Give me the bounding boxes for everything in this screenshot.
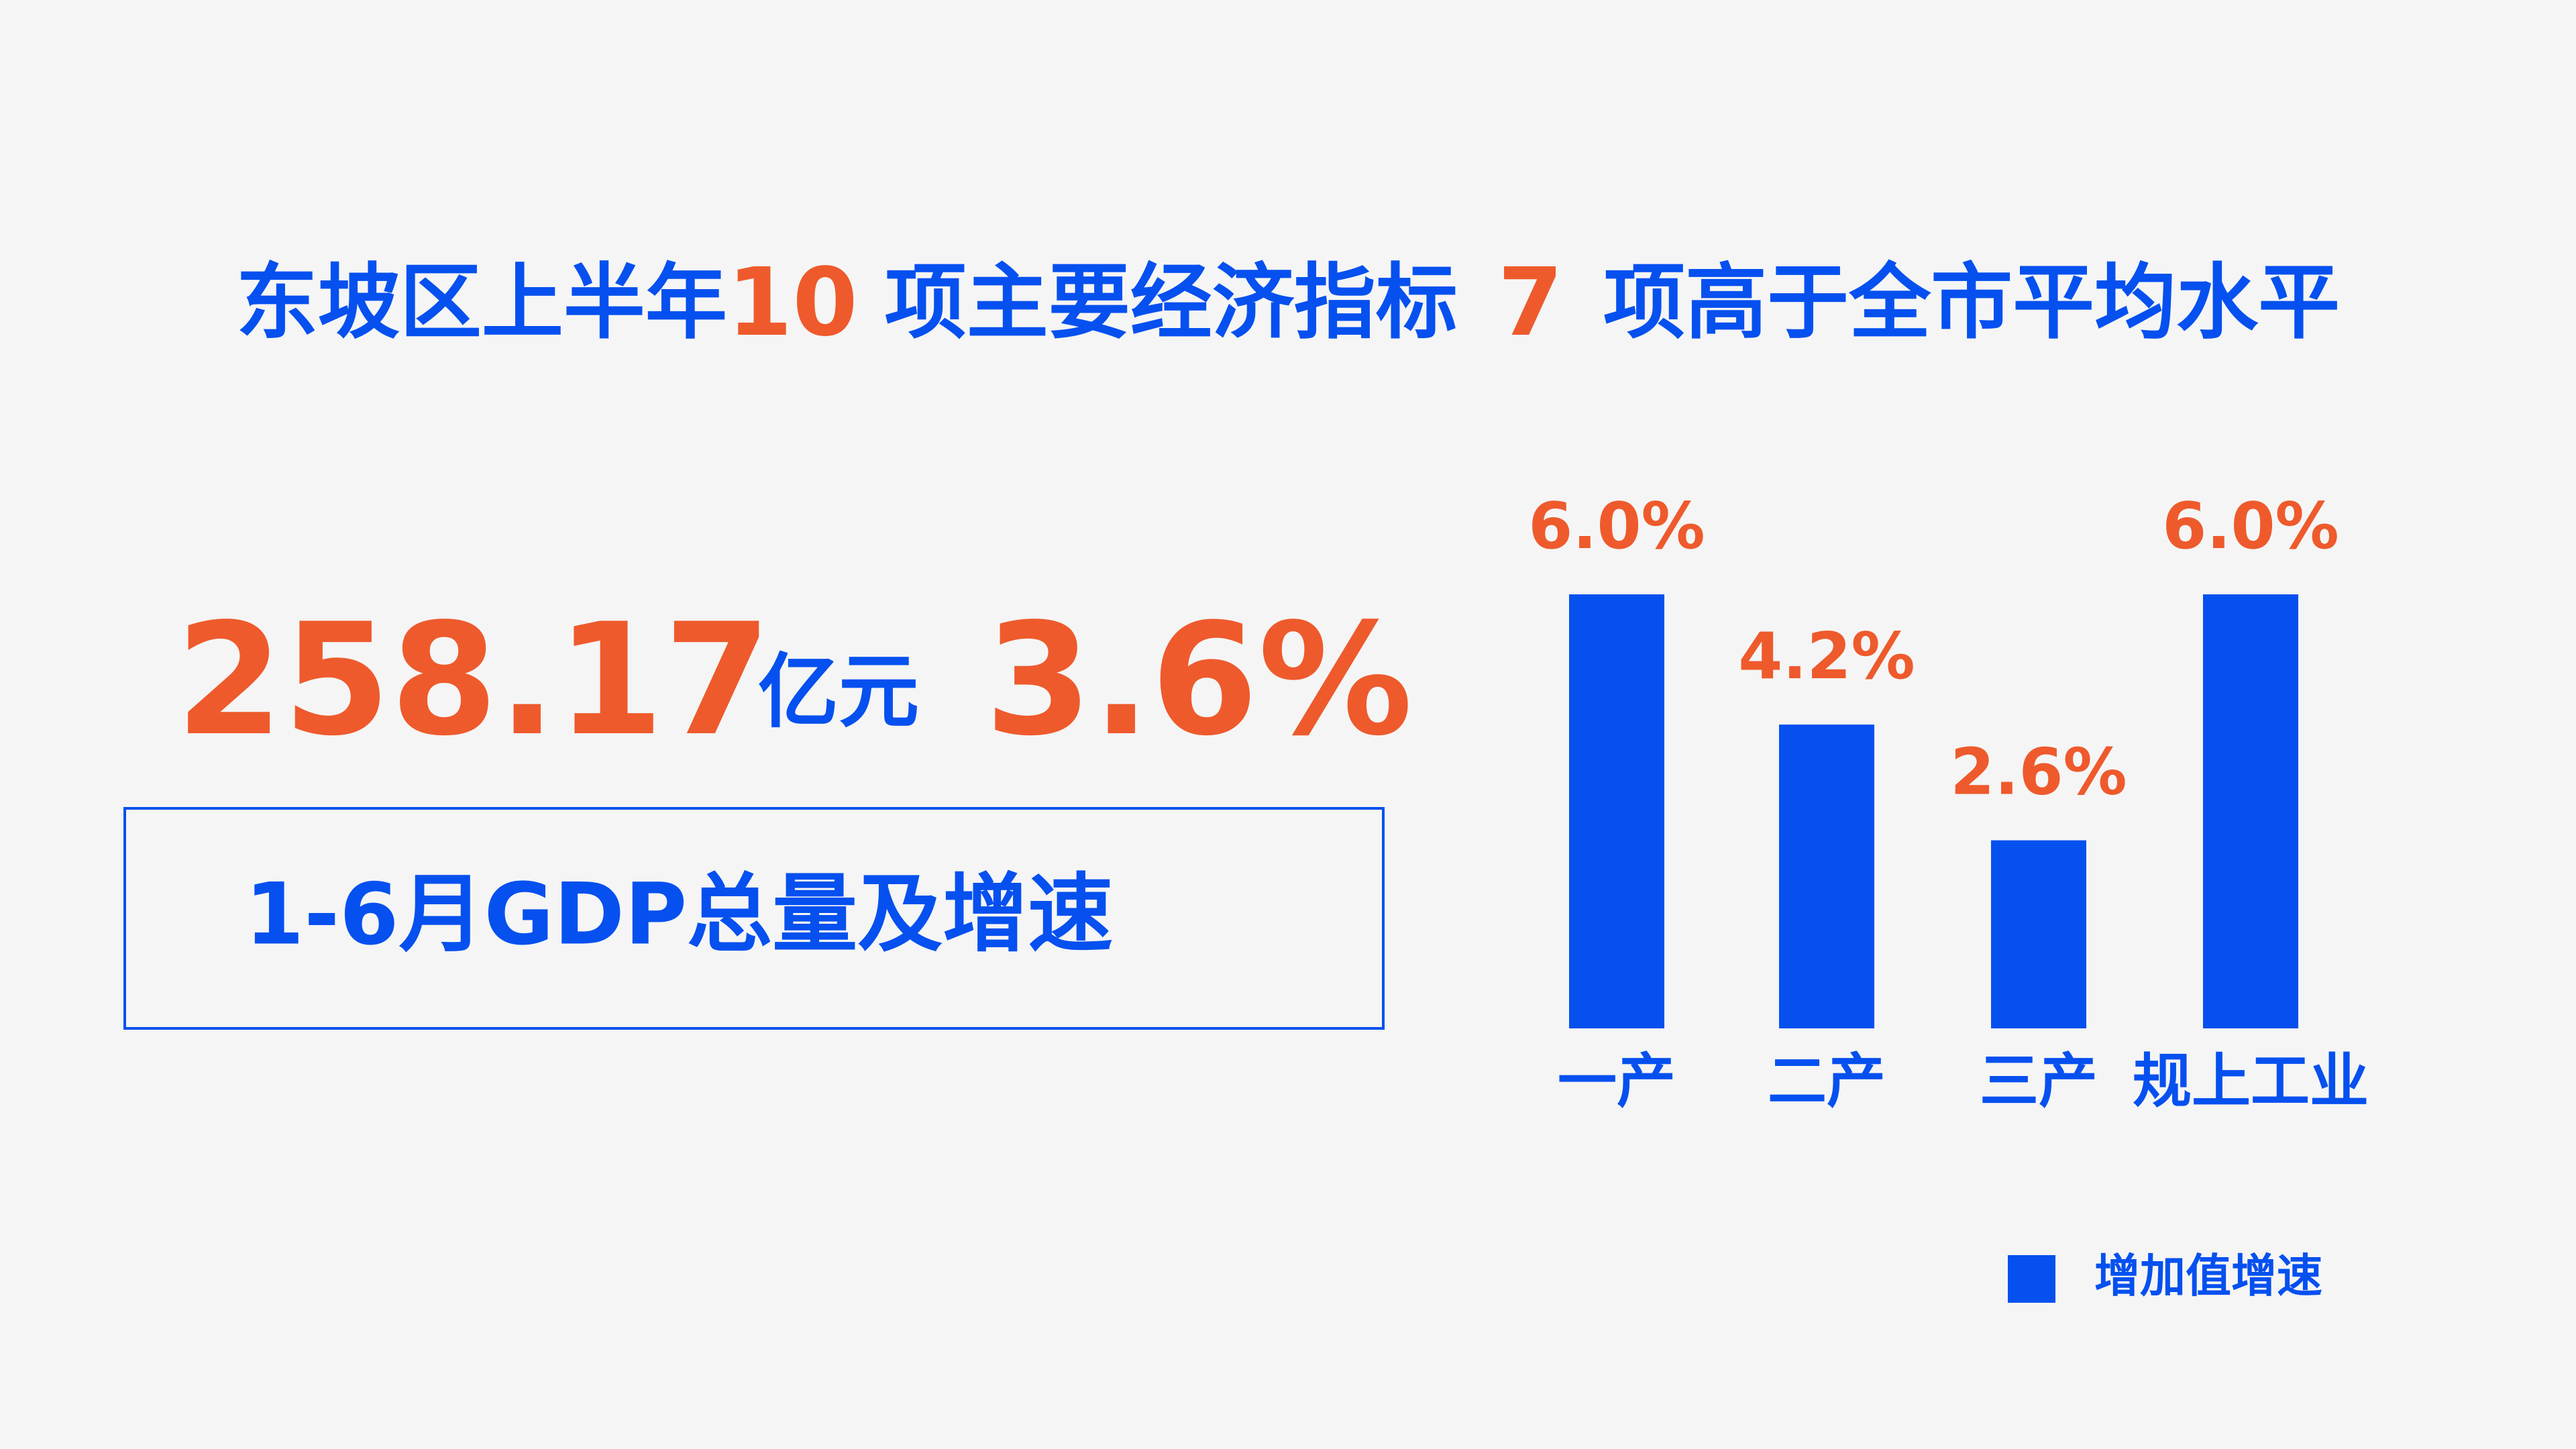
value-label: 6.0% (2162, 490, 2339, 564)
gdp-growth: 3.6% (985, 591, 1413, 770)
value-label: 6.0% (1528, 490, 1705, 564)
value-label: 2.6% (1950, 736, 2127, 810)
category-label: 二产 (1768, 1046, 1886, 1116)
category-label: 规上工业 (2133, 1046, 2369, 1116)
category-label: 三产 (1980, 1046, 2098, 1116)
caption-box (123, 807, 1385, 1030)
bar (1991, 840, 2086, 1028)
gdp-total: 258.17 (176, 591, 771, 770)
gdp-unit: 亿元 (758, 646, 919, 739)
bar (1779, 724, 1874, 1028)
headline-number: 7 (1498, 248, 1563, 358)
bar (2203, 594, 2298, 1028)
headline-text: 项高于全市平均水平 (1603, 255, 2340, 350)
category-label: 一产 (1558, 1046, 1676, 1116)
legend-label: 增加值增速 (2094, 1250, 2322, 1303)
bar (1569, 594, 1664, 1028)
headline: 东坡区上半年10 项主要经济指标 7 项高于全市平均水平 (236, 248, 2340, 358)
headline-text: 项主要经济指标 (885, 255, 1458, 350)
caption: 1-6月GDP总量及增速 (245, 865, 1113, 964)
headline-text: 东坡区上半年 (236, 255, 727, 350)
headline-number: 10 (727, 248, 858, 358)
legend-swatch (2008, 1255, 2055, 1303)
value-label: 4.2% (1738, 620, 1915, 694)
